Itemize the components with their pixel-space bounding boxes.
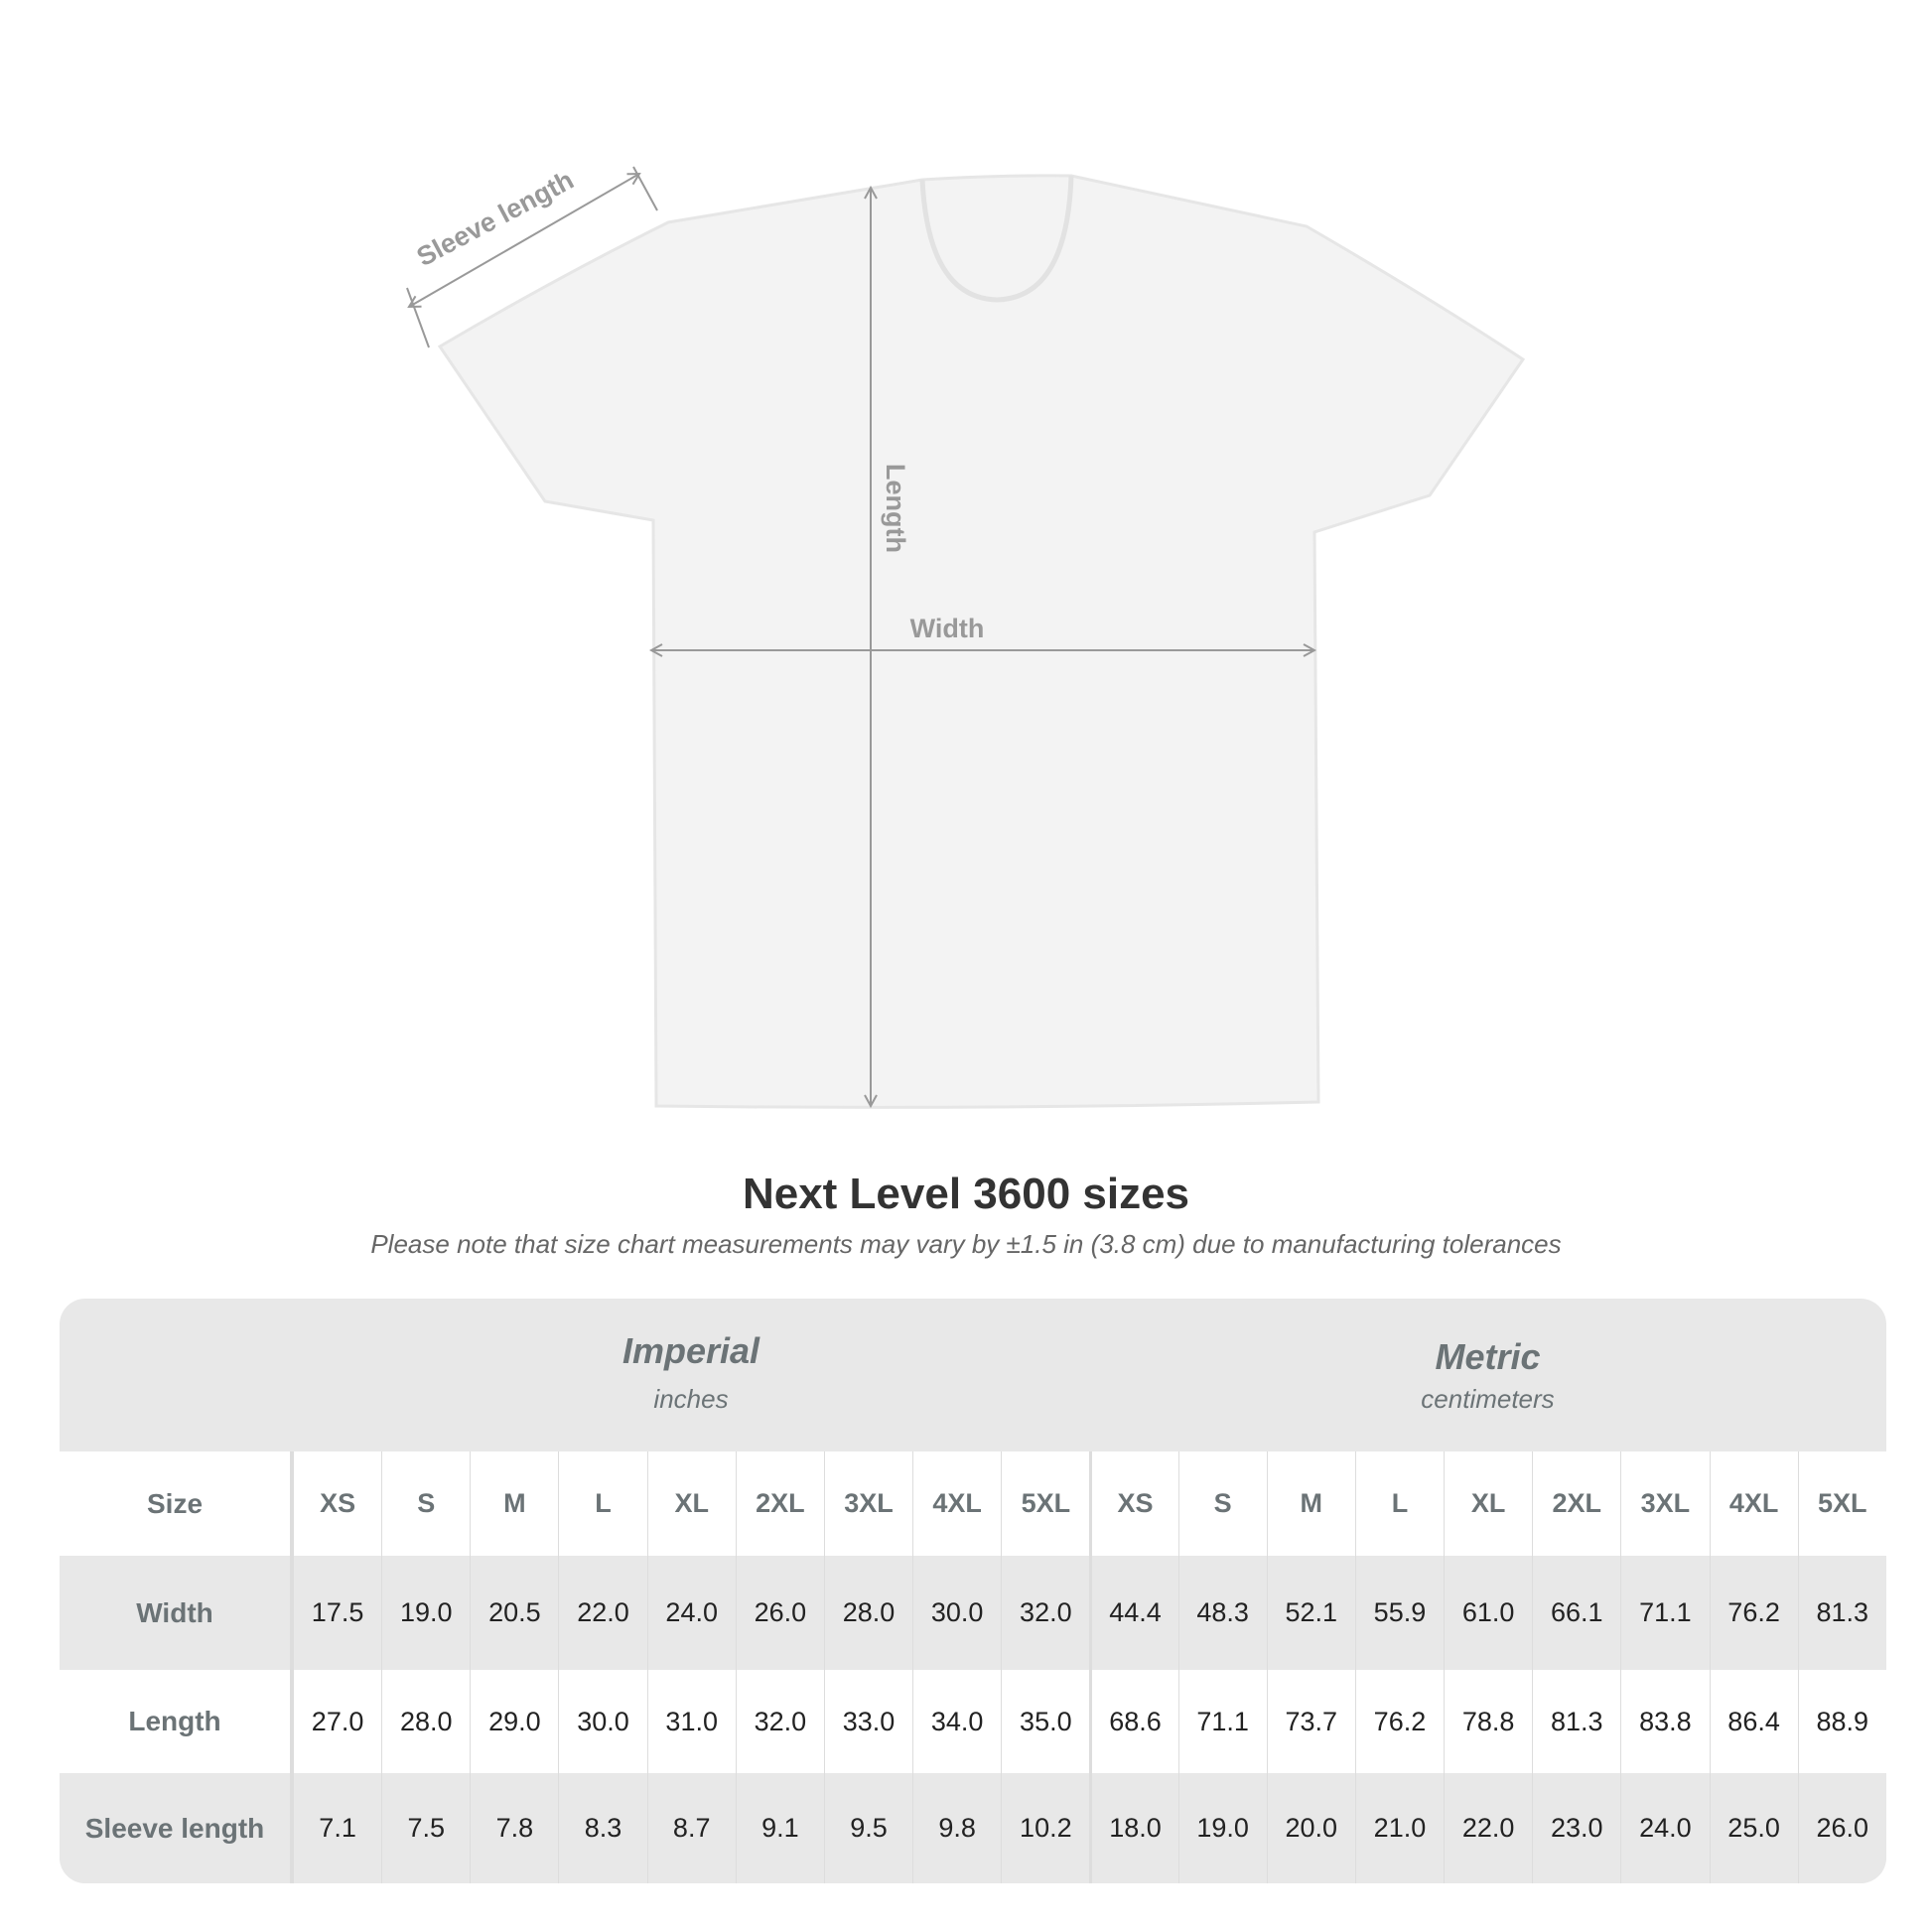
table-cell: 30.0	[558, 1670, 646, 1773]
table-cell: 9.5	[823, 1773, 912, 1883]
table-cell: 76.2	[1354, 1670, 1444, 1773]
size-table: Imperial inches Metric centimeters Size …	[60, 1299, 1886, 1883]
size-header-cell: L	[1354, 1451, 1444, 1556]
row-label: Sleeve length	[60, 1773, 293, 1883]
table-cell: 23.0	[1532, 1773, 1620, 1883]
size-header-cell: S	[1177, 1451, 1267, 1556]
imperial-unit: inches	[653, 1384, 729, 1414]
table-cell: 71.1	[1177, 1670, 1267, 1773]
table-cell: 22.0	[558, 1556, 646, 1670]
table-cell: 44.4	[1089, 1556, 1177, 1670]
length-label: Length	[881, 464, 910, 553]
table-cell: 20.5	[470, 1556, 558, 1670]
table-cell: 24.0	[646, 1556, 736, 1670]
table-cell: 18.0	[1089, 1773, 1177, 1883]
size-header-cell: XL	[1444, 1451, 1532, 1556]
table-cell: 26.0	[735, 1556, 824, 1670]
table-cell: 68.6	[1089, 1670, 1177, 1773]
size-header-cell: 5XL	[1797, 1451, 1886, 1556]
size-header-cell: L	[558, 1451, 646, 1556]
page-title: Next Level 3600 sizes	[742, 1170, 1190, 1218]
table-cell: 83.8	[1620, 1670, 1709, 1773]
table-cell: 29.0	[470, 1670, 558, 1773]
table-cell: 19.0	[1177, 1773, 1267, 1883]
size-label: Size	[60, 1451, 293, 1556]
table-cell: 71.1	[1620, 1556, 1709, 1670]
table-cell: 7.1	[293, 1773, 381, 1883]
size-header-cell: 5XL	[1001, 1451, 1089, 1556]
table-cell: 21.0	[1354, 1773, 1444, 1883]
table-cell: 24.0	[1620, 1773, 1709, 1883]
table-cell: 81.3	[1797, 1556, 1886, 1670]
table-cell: 9.8	[912, 1773, 1001, 1883]
tshirt-diagram: Sleeve length Length Width	[406, 165, 1526, 1109]
size-row: Size XS S M L XL 2XL 3XL 4XL 5XL XS S M L XL 2XL 3XL 4XL…	[60, 1451, 1886, 1556]
table-cell: 32.0	[735, 1670, 824, 1773]
metric-heading: Metric	[1435, 1336, 1541, 1377]
sleeve-arrow	[409, 174, 639, 307]
size-header-cell: 4XL	[1709, 1451, 1798, 1556]
table-cell: 34.0	[912, 1670, 1001, 1773]
table-cell: 28.0	[823, 1556, 912, 1670]
size-header-cell: S	[381, 1451, 470, 1556]
table-cell: 17.5	[293, 1556, 381, 1670]
imperial-heading: Imperial	[621, 1330, 760, 1371]
size-header-cell: M	[1266, 1451, 1355, 1556]
table-cell: 88.9	[1797, 1670, 1886, 1773]
metric-unit: centimeters	[1421, 1384, 1555, 1414]
table-cell: 55.9	[1354, 1556, 1444, 1670]
size-header-cell: XL	[646, 1451, 736, 1556]
metric-header: Metric centimeters	[1089, 1299, 1886, 1489]
table-cell: 7.5	[381, 1773, 470, 1883]
table-cell: 22.0	[1444, 1773, 1532, 1883]
row-label: Width	[60, 1556, 293, 1670]
table-cell: 25.0	[1709, 1773, 1798, 1883]
size-header-cell: 2XL	[735, 1451, 824, 1556]
table-cell: 78.8	[1444, 1670, 1532, 1773]
table-cell: 27.0	[293, 1670, 381, 1773]
size-header-cell: 4XL	[912, 1451, 1001, 1556]
table-cell: 30.0	[912, 1556, 1001, 1670]
row-label: Length	[60, 1670, 293, 1773]
table-cell: 31.0	[646, 1670, 736, 1773]
size-header-cell: XS	[1089, 1451, 1177, 1556]
table-cell: 81.3	[1532, 1670, 1620, 1773]
table-row: Width 17.5 19.0 20.5 22.0 24.0 26.0 28.0 30.0 32.…	[60, 1556, 1886, 1670]
table-cell: 20.0	[1266, 1773, 1355, 1883]
table-cell: 19.0	[381, 1556, 470, 1670]
table-cell: 61.0	[1444, 1556, 1532, 1670]
collar	[919, 175, 1074, 303]
table-cell: 76.2	[1709, 1556, 1798, 1670]
table-cell: 52.1	[1266, 1556, 1355, 1670]
table-cell: 33.0	[823, 1670, 912, 1773]
table-cell: 10.2	[1001, 1773, 1089, 1883]
table-cell: 66.1	[1532, 1556, 1620, 1670]
size-header-cell: 3XL	[823, 1451, 912, 1556]
size-header-cell: 3XL	[1620, 1451, 1709, 1556]
tolerance-note: Please note that size chart measurements…	[370, 1229, 1562, 1259]
table-cell: 86.4	[1709, 1670, 1798, 1773]
table-cell: 48.3	[1177, 1556, 1267, 1670]
table-row: Length 27.0 28.0 29.0 30.0 31.0 32.0 33.0 34.0 35…	[60, 1670, 1886, 1773]
table-cell: 35.0	[1001, 1670, 1089, 1773]
table-cell: 8.3	[558, 1773, 646, 1883]
imperial-header: Imperial inches	[293, 1299, 1089, 1483]
size-header-cell: M	[470, 1451, 558, 1556]
table-cell: 26.0	[1797, 1773, 1886, 1883]
table-cell: 7.8	[470, 1773, 558, 1883]
table-cell: 8.7	[646, 1773, 736, 1883]
table-cell: 32.0	[1001, 1556, 1089, 1670]
table-row: Sleeve length 7.1 7.5 7.8 8.3 8.7 9.1 9.5 9.8 10.…	[60, 1773, 1886, 1883]
table-cell: 28.0	[381, 1670, 470, 1773]
size-header-cell: XS	[293, 1451, 381, 1556]
width-label: Width	[910, 614, 985, 643]
size-header-cell: 2XL	[1532, 1451, 1620, 1556]
table-cell: 9.1	[735, 1773, 824, 1883]
table-cell: 73.7	[1266, 1670, 1355, 1773]
